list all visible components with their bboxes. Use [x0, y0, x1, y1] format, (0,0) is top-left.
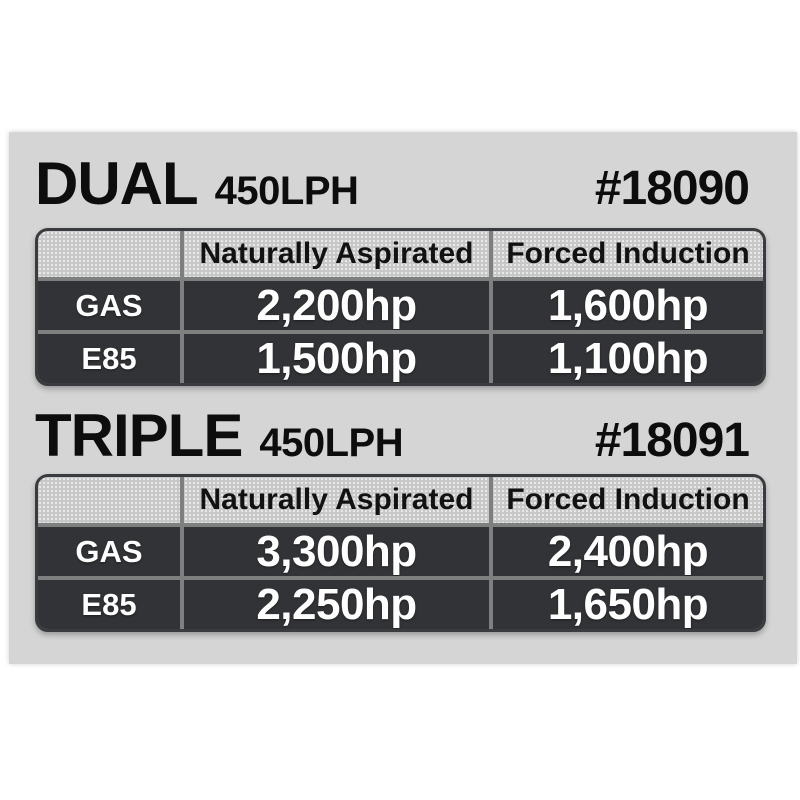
spec-table-triple: Naturally Aspirated Forced Induction GAS… — [35, 474, 766, 632]
corner-cell — [38, 477, 180, 523]
product-title-triple: TRIPLE — [35, 402, 243, 469]
value-dual-gas-forced-induction: 1,600hp — [493, 281, 763, 330]
section-dual-header: DUAL 450LPH #18090 — [35, 154, 766, 214]
section-dual-title-group: DUAL 450LPH — [35, 150, 359, 217]
row-label-gas: GAS — [38, 281, 180, 330]
corner-cell — [38, 231, 180, 277]
column-header-naturally-aspirated: Naturally Aspirated — [184, 231, 489, 277]
column-header-naturally-aspirated: Naturally Aspirated — [184, 477, 489, 523]
flow-rating-triple: 450LPH — [259, 421, 404, 465]
row-label-gas: GAS — [38, 527, 180, 576]
value-triple-gas-naturally-aspirated: 3,300hp — [184, 527, 489, 576]
value-dual-e85-forced-induction: 1,100hp — [493, 334, 763, 383]
value-triple-e85-naturally-aspirated: 2,250hp — [184, 580, 489, 629]
row-label-e85: E85 — [38, 580, 180, 629]
row-label-e85: E85 — [38, 334, 180, 383]
value-triple-e85-forced-induction: 1,650hp — [493, 580, 763, 629]
spec-sheet-panel: DUAL 450LPH #18090 Naturally Aspirated F… — [9, 132, 797, 664]
flow-rating-dual: 450LPH — [214, 169, 359, 213]
column-header-forced-induction: Forced Induction — [493, 231, 763, 277]
value-dual-gas-naturally-aspirated: 2,200hp — [184, 281, 489, 330]
part-number-dual: #18090 — [594, 162, 750, 215]
column-header-forced-induction: Forced Induction — [493, 477, 763, 523]
product-title-dual: DUAL — [35, 150, 199, 217]
section-triple-header: TRIPLE 450LPH #18091 — [35, 406, 766, 466]
spec-table-dual: Naturally Aspirated Forced Induction GAS… — [35, 228, 766, 386]
value-triple-gas-forced-induction: 2,400hp — [493, 527, 763, 576]
part-number-triple: #18091 — [594, 414, 750, 467]
section-triple-title-group: TRIPLE 450LPH — [35, 402, 404, 469]
value-dual-e85-naturally-aspirated: 1,500hp — [184, 334, 489, 383]
